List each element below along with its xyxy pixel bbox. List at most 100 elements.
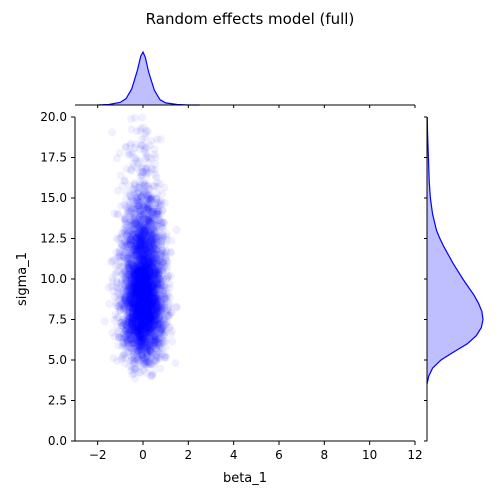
scatter-point: [160, 303, 169, 312]
scatter-point: [140, 227, 149, 236]
scatter-point: [137, 271, 146, 280]
scatter-point: [149, 357, 158, 366]
scatter-point: [153, 294, 162, 303]
scatter-point: [132, 288, 141, 297]
scatter-point: [130, 268, 139, 277]
scatter-point: [146, 287, 155, 296]
scatter-point: [150, 312, 159, 321]
scatter-point: [153, 279, 162, 288]
scatter-point: [153, 302, 162, 311]
scatter-point: [147, 230, 156, 239]
scatter-point: [150, 266, 159, 275]
scatter-point: [145, 284, 154, 293]
scatter-point: [134, 228, 143, 237]
scatter-point: [129, 308, 138, 317]
scatter-point: [140, 305, 149, 314]
scatter-point: [134, 233, 143, 242]
scatter-point: [112, 154, 121, 163]
scatter-point: [148, 210, 157, 219]
scatter-point: [158, 257, 167, 266]
scatter-point: [143, 290, 152, 299]
scatter-point: [127, 316, 136, 325]
scatter-point: [138, 257, 147, 266]
scatter-point: [154, 310, 163, 319]
scatter-point: [136, 217, 145, 226]
scatter-point: [148, 268, 157, 277]
scatter-point: [126, 356, 135, 365]
scatter-point: [146, 314, 155, 323]
scatter-point: [120, 300, 129, 309]
scatter-point: [151, 321, 160, 330]
scatter-point: [139, 244, 148, 253]
scatter-point: [133, 246, 142, 255]
scatter-point: [137, 311, 146, 320]
x-tick-label: −2: [89, 448, 107, 462]
scatter-point: [134, 294, 143, 303]
scatter-point: [132, 309, 141, 318]
scatter-point: [143, 220, 152, 229]
scatter-point: [138, 252, 147, 261]
scatter-point: [132, 270, 141, 279]
scatter-point: [147, 349, 156, 358]
scatter-point: [140, 292, 149, 301]
scatter-point: [124, 311, 133, 320]
scatter-point: [147, 299, 156, 308]
scatter-point: [139, 257, 148, 266]
scatter-point: [155, 330, 164, 339]
scatter-point: [123, 336, 132, 345]
scatter-point: [151, 257, 160, 266]
scatter-point: [134, 309, 143, 318]
scatter-point: [136, 245, 145, 254]
scatter-point: [131, 318, 140, 327]
scatter-point: [137, 141, 146, 150]
scatter-point: [133, 196, 142, 205]
scatter-point: [144, 298, 153, 307]
scatter-point: [116, 304, 125, 313]
scatter-point: [109, 287, 118, 296]
scatter-point: [143, 295, 152, 304]
scatter-point: [122, 326, 131, 335]
scatter-point: [149, 286, 158, 295]
scatter-point: [121, 295, 130, 304]
scatter-point: [136, 305, 145, 314]
scatter-point: [138, 353, 147, 362]
scatter-point: [134, 321, 143, 330]
scatter-point: [155, 265, 164, 274]
scatter-point: [141, 263, 150, 272]
scatter-point: [156, 325, 165, 334]
scatter-point: [127, 249, 136, 258]
scatter-point: [151, 352, 160, 361]
scatter-point: [141, 293, 150, 302]
scatter-point: [141, 325, 150, 334]
scatter-point: [146, 312, 155, 321]
scatter-point: [142, 166, 151, 175]
scatter-point: [120, 334, 129, 343]
scatter-point: [134, 347, 143, 356]
scatter-point: [135, 269, 144, 278]
scatter-point: [138, 312, 147, 321]
scatter-point: [147, 235, 156, 244]
scatter-point: [128, 318, 137, 327]
scatter-point: [144, 211, 153, 220]
scatter-point: [128, 237, 137, 246]
scatter-point: [128, 298, 137, 307]
scatter-point: [140, 228, 149, 237]
scatter-point: [139, 237, 148, 246]
scatter-point: [119, 341, 128, 350]
scatter-point: [138, 241, 147, 250]
scatter-point: [150, 215, 159, 224]
scatter-point: [150, 234, 159, 243]
scatter-point: [124, 289, 133, 298]
scatter-point: [142, 245, 151, 254]
scatter-point: [167, 236, 176, 245]
scatter-point: [123, 262, 132, 271]
scatter-point: [125, 329, 134, 338]
scatter-point: [156, 276, 165, 285]
scatter-point: [113, 288, 122, 297]
scatter-point: [110, 255, 119, 264]
scatter-point: [129, 303, 138, 312]
scatter-point: [121, 269, 130, 278]
scatter-point: [135, 306, 144, 315]
scatter-point: [172, 302, 181, 311]
scatter-point: [128, 356, 137, 365]
